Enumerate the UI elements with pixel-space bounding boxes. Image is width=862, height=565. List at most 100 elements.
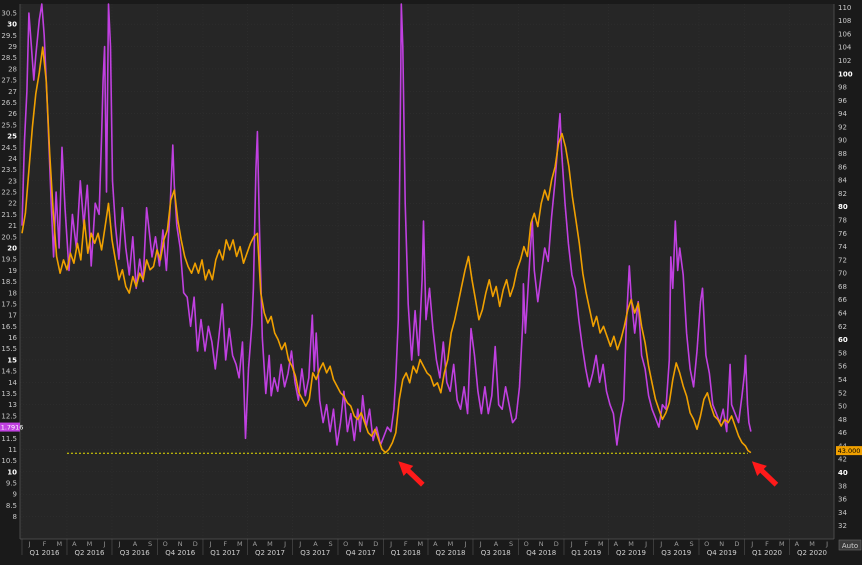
left-tick-label: 21 [8,222,17,230]
right-tick-label: 90 [838,137,847,145]
right-tick-label: 100 [838,70,853,78]
left-tick-label: 27.5 [1,77,17,85]
plot-area [20,4,834,539]
right-tick-label: 40 [838,469,848,477]
quarter-label: Q1 2020 [752,549,782,557]
month-label: O [524,540,529,548]
right-tick-label: 52 [838,389,847,397]
left-tick-label: 14 [8,379,17,387]
left-tick-label: 24 [8,155,17,163]
month-label: M [598,540,604,548]
quarter-label: Q2 2017 [255,549,285,557]
quarter-label: Q4 2016 [165,549,196,557]
month-label: M [267,540,273,548]
quarter-label: Q3 2016 [120,549,151,557]
annotation-arrow [398,461,425,487]
month-label: O [704,540,709,548]
right-tick-label: 46 [838,429,847,437]
left-tick-label: 29 [8,43,17,51]
quarter-label: Q4 2019 [707,549,737,557]
left-tick-label: 27 [8,88,17,96]
right-tick-label: 102 [838,57,851,65]
quarter-label: Q2 2016 [74,549,105,557]
quarter-label: Q3 2019 [661,549,691,557]
month-label: J [464,540,467,548]
left-tick-label: 21.5 [1,211,17,219]
month-label: N [539,540,544,548]
left-tick-label: 29.5 [1,32,17,40]
month-label: A [253,540,258,548]
left-tick-label: 10 [7,468,17,476]
quarter-label: Q1 2018 [391,549,421,557]
left-tick-label: 9 [13,491,17,499]
right-tick-label: 92 [838,123,847,131]
month-label: M [809,540,815,548]
month-label: N [719,540,724,548]
left-tick-label: 23 [8,177,17,185]
month-label: D [373,540,378,548]
quarter-label: Q4 2017 [346,549,376,557]
right-tick-label: 106 [838,30,852,38]
month-label: A [614,540,619,548]
left-tick-label: 17 [8,312,17,320]
right-tick-label: 108 [838,17,851,25]
left-tick-label: 25 [7,133,17,141]
right-tick-label: 86 [838,163,847,171]
left-tick-label: 17.5 [1,300,17,308]
right-tick-label: 96 [838,97,847,105]
right-tick-label: 56 [838,363,847,371]
quarter-label: Q3 2017 [300,549,330,557]
right-tick-label: 58 [838,349,847,357]
left-tick-label: 22.5 [1,189,17,197]
left-tick-label: 19 [8,267,17,275]
month-label: M [628,540,634,548]
month-label: F [584,540,588,548]
right-tick-label: 88 [838,150,847,158]
left-tick-label: 24.5 [1,144,17,152]
month-label: J [298,540,301,548]
month-label: O [163,540,168,548]
month-label: F [404,540,408,548]
left-tick-label: 12.5 [1,412,17,420]
quarter-label: Q4 2018 [526,549,556,557]
month-label: M [57,540,63,548]
month-label: F [43,540,47,548]
month-label: J [28,540,31,548]
month-label: A [133,540,138,548]
month-label: F [765,540,769,548]
month-label: N [358,540,363,548]
left-tick-label: 11.5 [1,435,17,443]
left-tick-label: 30.5 [1,9,17,17]
month-label: A [674,540,679,548]
quarter-label: Q2 2019 [616,549,646,557]
month-label: J [644,540,647,548]
annotation-arrows [398,461,779,487]
corner-label: Auto [842,542,858,550]
right-tick-label: 64 [838,310,847,318]
series-line-purple [21,3,752,446]
left-tick-label: 20.5 [1,233,17,241]
month-label: A [433,540,438,548]
quarter-label: Q3 2018 [481,549,511,557]
month-label: A [313,540,318,548]
month-label: J [659,540,662,548]
grid [20,4,834,539]
month-label: M [448,540,454,548]
right-tick-label: 78 [838,216,847,224]
left-tick-label: 19.5 [1,256,17,264]
annotation-arrow [751,461,779,487]
left-tick-label: 28.5 [1,54,17,62]
left-tick-label: 11 [8,446,17,454]
right-tick-label: 84 [838,177,847,185]
value-badge-right: 43.000 [836,446,862,456]
right-tick-label: 50 [838,403,847,411]
right-tick-label: 110 [838,4,851,12]
left-tick-label: 23.5 [1,166,17,174]
month-label: S [690,540,694,548]
right-tick-label: 38 [838,482,847,490]
right-tick-label: 98 [838,84,847,92]
right-tick-label: 68 [838,283,847,291]
right-tick-label: 48 [838,416,847,424]
